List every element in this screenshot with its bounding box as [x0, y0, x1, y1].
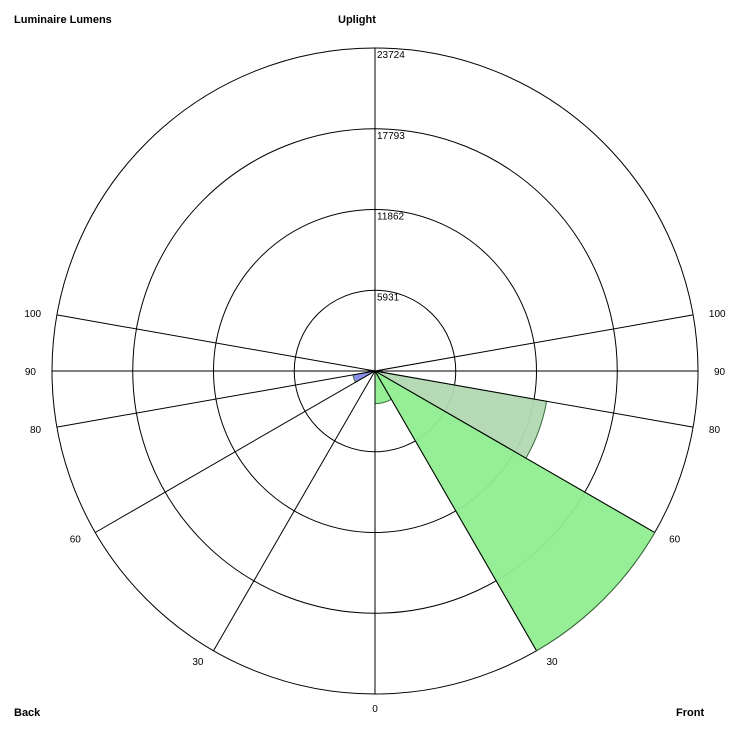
front-label: Front: [676, 707, 705, 719]
lumen-zone-wedge: [373, 369, 656, 652]
angle-label: 30: [547, 657, 559, 668]
angle-label: 80: [30, 425, 42, 436]
angle-label: 60: [669, 535, 681, 546]
radial-tick-label: 17793: [377, 131, 405, 142]
uplight-label: Uplight: [338, 14, 376, 26]
angle-label: 80: [709, 425, 721, 436]
angle-label: 90: [714, 367, 726, 378]
angle-spoke: [374, 314, 694, 372]
angle-label: 90: [25, 367, 37, 378]
radial-tick-label: 11862: [377, 212, 405, 223]
angle-label: 100: [24, 309, 41, 320]
polar-chart: 5931 11862 17793 23724 30 60 80 90 100 30 60 80 90 1…: [24, 47, 726, 715]
angle-spoke: [213, 370, 376, 651]
radial-tick-label: 5931: [377, 292, 400, 303]
angle-spokes: [52, 314, 698, 651]
angle-spoke: [374, 370, 655, 533]
lumen-zones: [352, 369, 656, 652]
angle-label: 30: [192, 657, 204, 668]
angle-spoke: [56, 314, 376, 372]
angle-label: 60: [70, 535, 82, 546]
angle-label: 100: [709, 309, 726, 320]
angle-spoke: [56, 370, 376, 428]
chart-title: Luminaire Lumens: [14, 14, 112, 26]
angle-spoke: [374, 370, 694, 428]
radial-tick-labels: 5931 11862 17793 23724: [377, 50, 405, 303]
angle-label-zero: 0: [372, 704, 378, 715]
angle-labels: 30 60 80 90 100 30 60 80 90 100 0: [24, 309, 726, 715]
angle-spoke: [374, 370, 537, 651]
back-label: Back: [14, 707, 41, 719]
chart-frame: 5931 11862 17793 23724 30 60 80 90 100 30 60 80 90 1…: [8, 4, 726, 730]
angle-spoke: [95, 370, 376, 533]
radial-tick-label: 23724: [377, 50, 405, 61]
